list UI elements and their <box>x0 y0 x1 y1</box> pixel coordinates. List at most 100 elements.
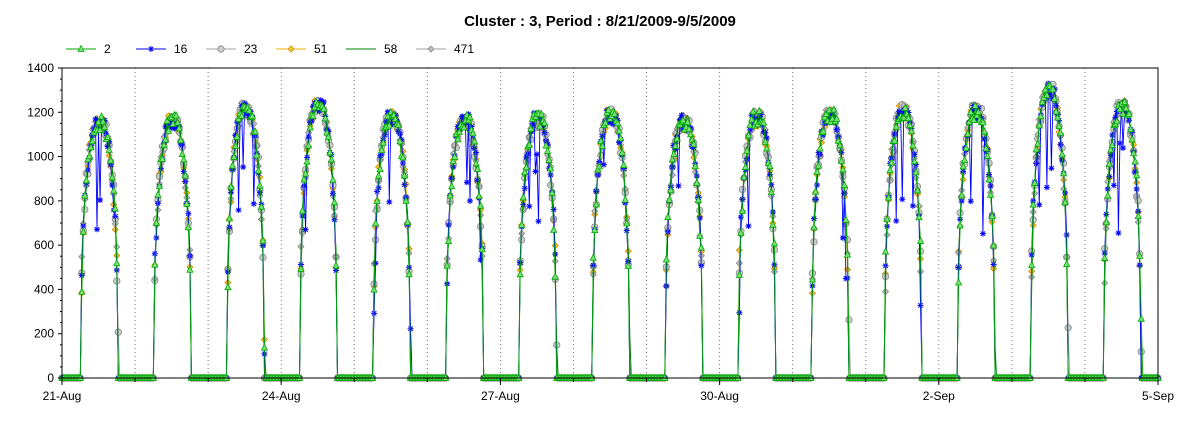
data-point <box>114 328 122 336</box>
data-point <box>521 185 528 192</box>
data-point <box>183 199 191 207</box>
data-point <box>1105 159 1113 168</box>
data-point <box>459 113 466 120</box>
data-point <box>180 168 187 175</box>
data-point <box>407 325 414 332</box>
data-point <box>541 129 548 136</box>
data-point <box>1033 160 1040 167</box>
data-point <box>454 123 461 130</box>
data-point <box>179 141 186 148</box>
data-point <box>1036 201 1043 208</box>
data-point <box>816 144 824 152</box>
data-point <box>375 184 382 191</box>
data-point <box>891 136 899 144</box>
data-point <box>743 146 751 154</box>
data-point <box>987 183 994 190</box>
data-point <box>376 164 384 173</box>
data-point <box>536 122 544 130</box>
data-point <box>1125 109 1133 117</box>
data-point <box>1101 253 1109 261</box>
data-point <box>551 272 559 280</box>
data-point <box>884 193 893 201</box>
data-point <box>103 130 110 137</box>
data-point <box>915 202 923 210</box>
data-point <box>448 175 455 182</box>
series-16 <box>59 81 1161 381</box>
data-point <box>755 106 763 114</box>
data-point <box>756 115 763 122</box>
data-point <box>250 200 257 207</box>
legend-label: 16 <box>174 42 188 56</box>
data-point <box>234 119 241 126</box>
data-point <box>693 178 701 186</box>
data-point <box>374 171 383 179</box>
data-point <box>956 221 964 229</box>
data-point <box>891 131 898 138</box>
data-point <box>840 180 849 189</box>
y-tick-label: 200 <box>34 327 54 341</box>
data-point <box>527 124 535 132</box>
data-point <box>472 159 480 167</box>
data-point <box>518 220 526 228</box>
data-point <box>668 155 677 163</box>
data-point <box>394 120 403 128</box>
data-point <box>604 105 613 114</box>
data-point <box>109 182 116 189</box>
data-point <box>1052 107 1060 115</box>
data-point <box>899 196 906 203</box>
data-point <box>167 120 174 127</box>
data-point <box>402 196 410 204</box>
data-point <box>845 316 853 324</box>
data-point <box>84 166 91 173</box>
data-point <box>175 124 183 132</box>
data-point <box>543 146 552 154</box>
data-point <box>317 97 324 104</box>
legend-item-58: 58 <box>346 42 398 56</box>
data-point <box>370 285 378 293</box>
data-point <box>664 212 672 220</box>
data-point <box>737 228 745 236</box>
data-point <box>615 126 623 134</box>
data-point <box>545 155 553 163</box>
data-point <box>235 206 242 213</box>
data-point <box>516 269 524 278</box>
x-tick-label: 21-Aug <box>43 389 82 403</box>
data-point <box>957 190 966 199</box>
data-point <box>909 141 917 149</box>
data-point <box>1049 84 1057 93</box>
data-point <box>678 112 685 119</box>
data-point <box>887 158 896 166</box>
data-point <box>813 167 821 175</box>
data-point <box>1062 189 1069 196</box>
data-point <box>671 141 680 149</box>
data-point <box>256 189 263 196</box>
data-point <box>1048 165 1055 172</box>
data-point <box>613 118 622 127</box>
y-tick-label: 1200 <box>27 105 54 119</box>
data-point <box>979 230 986 237</box>
data-point <box>237 111 246 119</box>
data-point <box>830 105 838 113</box>
data-point <box>540 118 549 126</box>
data-point <box>826 114 833 121</box>
data-point <box>616 139 623 146</box>
data-point <box>396 136 404 145</box>
data-point <box>88 136 97 145</box>
data-point <box>87 143 95 151</box>
legend-item-16: 16 <box>136 42 188 56</box>
data-point <box>399 153 407 161</box>
legend-item-471: 471 <box>416 42 474 56</box>
data-point <box>829 111 836 118</box>
data-point <box>302 226 309 233</box>
y-tick-label: 400 <box>34 282 54 296</box>
data-point <box>303 157 311 165</box>
data-point <box>248 111 256 120</box>
data-point <box>108 173 116 181</box>
data-point <box>451 152 459 160</box>
data-point <box>304 141 313 149</box>
data-point <box>828 114 836 122</box>
data-point <box>79 227 87 235</box>
data-point <box>697 243 705 251</box>
data-point <box>320 104 328 112</box>
data-point <box>1113 116 1121 125</box>
